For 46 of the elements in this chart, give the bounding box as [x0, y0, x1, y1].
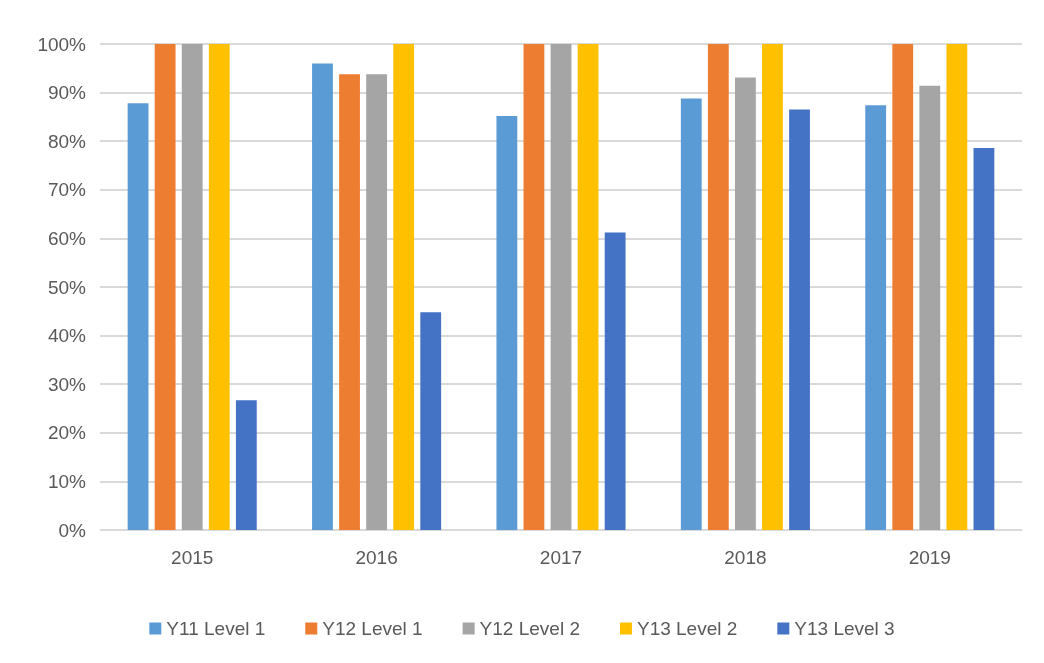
bar — [496, 115, 518, 530]
bar — [865, 105, 887, 530]
x-tick-label: 2019 — [908, 547, 951, 568]
bar — [946, 44, 968, 530]
bar — [973, 148, 995, 530]
bar — [762, 44, 783, 530]
y-tick-label: 50% — [47, 276, 87, 298]
x-tick-label: 2016 — [355, 547, 398, 568]
y-tick-label: 30% — [47, 373, 87, 395]
legend-label: Y12 Level 1 — [322, 618, 423, 639]
bar — [127, 103, 149, 530]
bar — [420, 312, 442, 530]
y-tick-label: 60% — [47, 227, 87, 249]
bar — [312, 63, 333, 530]
x-tick-label: 2018 — [724, 547, 767, 568]
bar — [181, 44, 203, 530]
y-tick-label: 80% — [47, 130, 87, 152]
bar — [550, 44, 572, 530]
bar — [393, 44, 415, 530]
bar — [154, 44, 176, 530]
bar — [680, 98, 702, 530]
bar — [523, 44, 545, 530]
y-tick-label: 100% — [37, 33, 87, 55]
legend-label: Y13 Level 2 — [636, 618, 738, 639]
legend-label: Y11 Level 1 — [166, 618, 266, 639]
y-tick-label: 0% — [58, 519, 87, 541]
bar — [208, 44, 230, 530]
bar — [235, 400, 257, 530]
y-tick-label: 90% — [47, 82, 87, 104]
legend-label: Y13 Level 3 — [794, 618, 895, 639]
bar — [892, 44, 914, 530]
y-tick-label: 10% — [47, 470, 87, 492]
bar — [339, 74, 360, 530]
bar — [789, 109, 810, 530]
x-tick-label: 2017 — [539, 547, 583, 568]
bar — [366, 74, 388, 530]
bar — [577, 44, 599, 530]
x-tick-label: 2015 — [171, 547, 214, 568]
bar — [604, 232, 626, 530]
bar — [919, 85, 941, 530]
bar — [707, 44, 729, 530]
y-tick-label: 70% — [47, 179, 87, 201]
y-tick-label: 40% — [47, 325, 87, 347]
bar — [734, 77, 756, 530]
y-tick-label: 20% — [47, 422, 87, 444]
legend-label: Y12 Level 2 — [479, 618, 580, 639]
